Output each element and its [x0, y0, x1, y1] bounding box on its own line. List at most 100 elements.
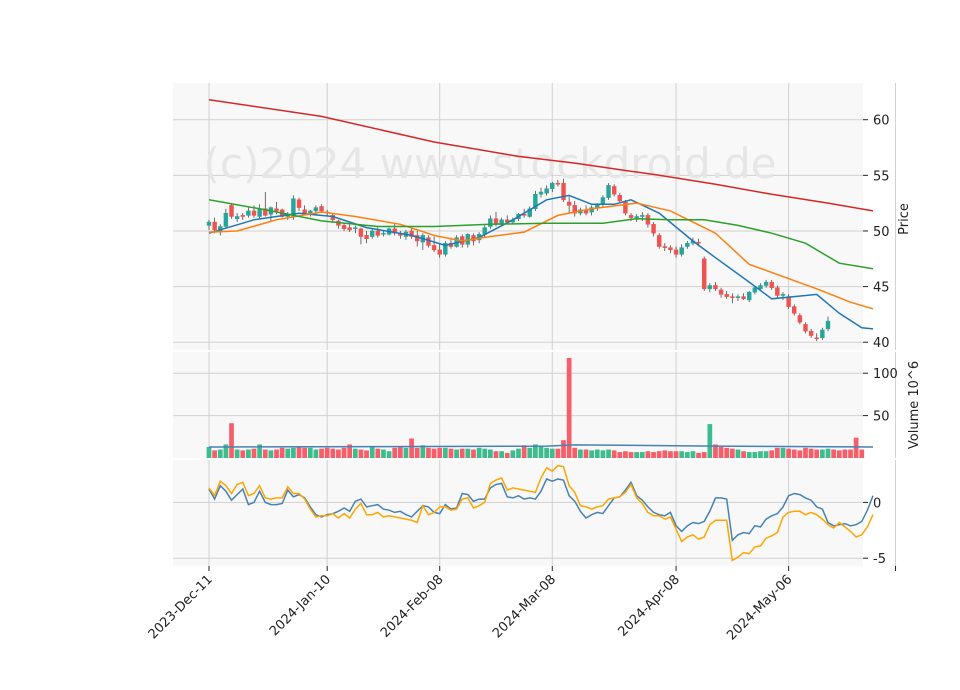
- volume-bar: [527, 447, 533, 458]
- candle-body: [792, 306, 797, 314]
- volume-bar: [634, 452, 640, 458]
- volume-bar: [493, 451, 499, 458]
- volume-bar: [769, 450, 775, 458]
- volume-bar: [426, 447, 431, 458]
- candle-body: [206, 221, 212, 226]
- volume-bar: [206, 446, 212, 458]
- volume-bar: [803, 447, 808, 458]
- candle-body: [769, 281, 774, 288]
- volume-bar: [488, 449, 493, 458]
- volume-panel-bg: [173, 352, 863, 458]
- volume-bar: [504, 452, 510, 458]
- candle: [673, 246, 679, 258]
- candle: [538, 187, 544, 198]
- candle: [369, 228, 375, 239]
- candle-body: [763, 281, 769, 286]
- volume-bar: [240, 450, 246, 458]
- candle: [662, 243, 668, 251]
- volume-bar: [696, 452, 701, 458]
- volume-bar: [352, 448, 358, 458]
- candle: [724, 291, 729, 299]
- volume-bar: [752, 452, 758, 458]
- candle: [803, 322, 808, 334]
- volume-bar: [786, 448, 791, 458]
- volume-bar: [690, 451, 696, 458]
- volume-bar: [729, 448, 735, 458]
- candle-body: [640, 215, 645, 217]
- oscillator-line: [208, 464, 874, 562]
- x-tick-label: 2024-May-06: [724, 572, 795, 643]
- oscillator-panel: [208, 464, 874, 562]
- x-tick-label: 2024-Apr-08: [615, 572, 682, 639]
- candle-body: [229, 205, 234, 217]
- volume-bar: [459, 448, 465, 458]
- volume-bar: [217, 449, 223, 458]
- volume-bar: [229, 423, 234, 458]
- volume-bar: [307, 447, 313, 458]
- volume-bar: [375, 448, 381, 458]
- candle-body: [656, 235, 662, 247]
- candle-body: [707, 285, 713, 290]
- candle: [234, 213, 240, 223]
- candle-body: [364, 235, 369, 240]
- candle: [718, 287, 724, 298]
- candle: [775, 285, 780, 298]
- candle: [381, 230, 386, 237]
- volume-bar: [448, 448, 454, 458]
- volume-bar: [774, 447, 780, 458]
- candle-body: [808, 330, 814, 336]
- candle: [544, 185, 549, 196]
- candle-body: [375, 230, 381, 236]
- volume-bar: [572, 447, 578, 458]
- volume-bar: [611, 450, 617, 458]
- candle-body: [544, 188, 549, 194]
- candle: [769, 279, 774, 290]
- candle: [223, 208, 229, 229]
- volume-tick-label: 50: [873, 410, 890, 425]
- chart-panels: [173, 83, 897, 566]
- volume-bar: [341, 447, 347, 458]
- oscillator-tick-label: 0: [873, 496, 881, 511]
- candle-body: [679, 247, 684, 255]
- candle: [730, 293, 735, 304]
- candle-body: [302, 209, 307, 214]
- candle-body: [668, 247, 673, 251]
- candle-body: [341, 225, 347, 229]
- candle-body: [752, 287, 758, 293]
- candle-body: [381, 232, 386, 235]
- volume-bar: [583, 449, 589, 458]
- volume-bar: [566, 357, 572, 458]
- volume-bar: [397, 446, 403, 458]
- price-ma-line: [208, 202, 874, 310]
- price-panel: [206, 98, 874, 342]
- volume-bar: [499, 451, 504, 458]
- candle-body: [814, 337, 819, 340]
- candle: [746, 291, 752, 303]
- volume-bar: [628, 452, 634, 458]
- volume-bar: [431, 448, 437, 458]
- candle-body: [263, 208, 268, 216]
- volume-bar: [555, 448, 561, 458]
- x-tick-label: 2024-Feb-08: [378, 572, 447, 641]
- candle-body: [673, 249, 679, 255]
- candle-body: [572, 205, 577, 214]
- candle: [808, 328, 814, 338]
- volume-bar: [549, 448, 555, 458]
- candle: [437, 244, 442, 258]
- candle: [679, 244, 684, 257]
- candle-body: [701, 258, 707, 290]
- candle: [701, 256, 707, 292]
- candle-body: [212, 221, 217, 231]
- volume-bar: [639, 452, 645, 458]
- volume-bar: [476, 447, 482, 458]
- candle-body: [538, 191, 544, 195]
- candle-body: [786, 296, 791, 307]
- candle: [229, 203, 234, 219]
- candle: [296, 197, 302, 211]
- candle: [263, 192, 268, 217]
- volume-bar: [285, 448, 291, 458]
- candle: [341, 223, 347, 231]
- candle: [741, 293, 746, 300]
- candle-body: [358, 228, 364, 237]
